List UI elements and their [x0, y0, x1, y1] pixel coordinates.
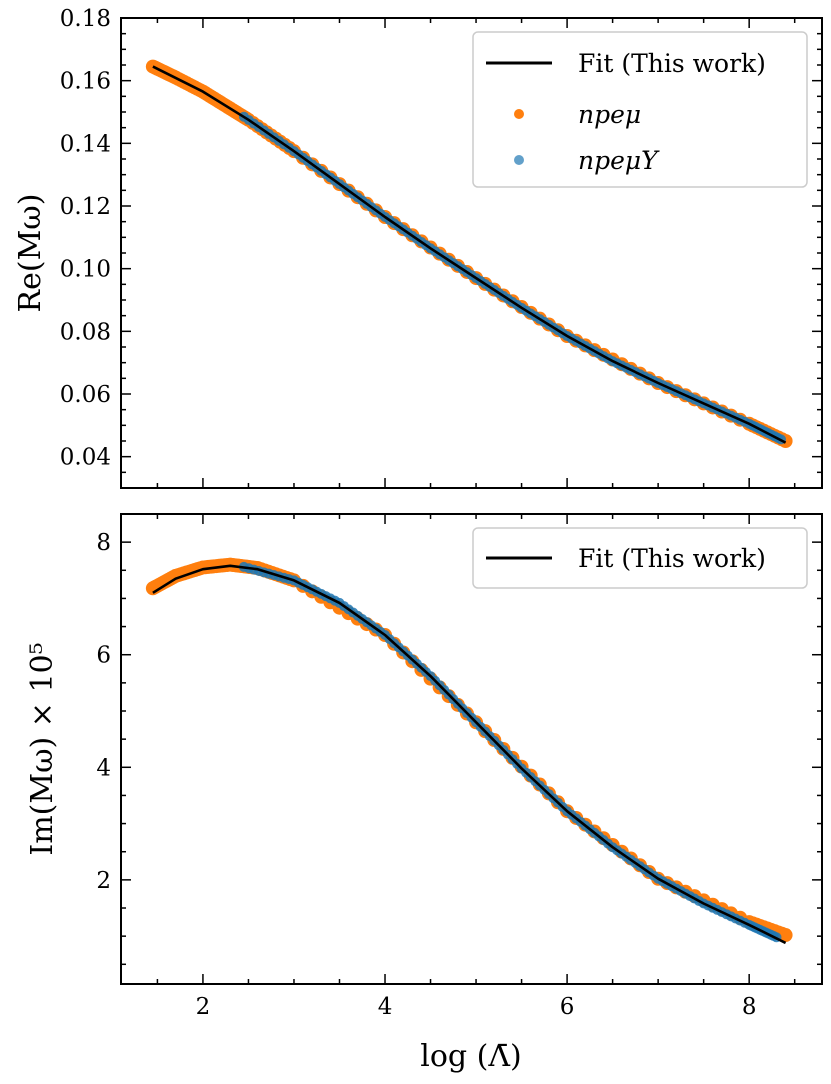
- top-panel: 0.040.060.080.100.120.140.160.18 Re(Mω) …: [13, 6, 823, 489]
- top-ytick-label: 0.04: [60, 445, 111, 471]
- bot-npemu-point: [778, 928, 793, 943]
- top-plot-frame: [120, 17, 823, 489]
- xtick-label: 2: [196, 994, 211, 1020]
- bot-fit-line: [152, 564, 787, 945]
- bottom-ytick-labels: 2 4 6 8: [96, 530, 111, 894]
- top-ytick-label: 0.08: [60, 319, 111, 345]
- bottom-plot-area: [145, 557, 793, 945]
- top-ytick-label: 0.12: [60, 194, 111, 220]
- legend-npemu-label: npeμ: [578, 100, 641, 129]
- xtick-label: 6: [560, 994, 575, 1020]
- bot-ytick-label: 8: [96, 530, 111, 556]
- legend-fit-label: Fit (This work): [578, 49, 766, 78]
- legend-npemuy-swatch: [514, 155, 524, 165]
- bottom-xtick-labels: 2 4 6 8: [196, 994, 757, 1020]
- bot-ytick-label: 2: [96, 868, 111, 894]
- top-ytick-label: 0.18: [60, 6, 111, 32]
- legend-npemuy-label: npeμY: [578, 146, 660, 175]
- top-ytick-label: 0.14: [60, 131, 111, 157]
- bottom-legend: Fit (This work): [472, 527, 808, 589]
- top-ytick-label: 0.16: [60, 69, 111, 95]
- top-ytick-label: 0.06: [60, 382, 111, 408]
- bottom-legend-box: [472, 527, 808, 589]
- bottom-plot-frame: [120, 513, 823, 985]
- top-y-axis-label: Re(Mω): [13, 194, 48, 313]
- bot-ytick-label: 4: [96, 755, 111, 781]
- bottom-legend-fit-label: Fit (This work): [578, 544, 766, 573]
- bottom-panel: 2 4 6 8 2 4 6 8 Im(Mω) × 10⁵ log (Λ̄) Fit (Thi…: [25, 513, 823, 1074]
- xtick-label: 4: [378, 994, 393, 1020]
- xtick-label: 8: [742, 994, 757, 1020]
- top-legend-box: [472, 31, 808, 188]
- legend-npemu-swatch: [514, 109, 524, 119]
- x-axis-label: log (Λ̄): [420, 1039, 521, 1074]
- bot-ytick-label: 6: [96, 643, 111, 669]
- top-fit-line: [152, 65, 787, 444]
- top-ytick-label: 0.10: [60, 257, 111, 283]
- top-plot-area: [145, 59, 793, 448]
- top-ytick-labels: 0.04 0.06 0.08 0.10 0.12 0.14 0.16 0.18: [60, 6, 111, 471]
- top-legend: Fit (This work) npeμ npeμY: [472, 31, 808, 188]
- bottom-y-axis-label: Im(Mω) × 10⁵: [25, 642, 60, 855]
